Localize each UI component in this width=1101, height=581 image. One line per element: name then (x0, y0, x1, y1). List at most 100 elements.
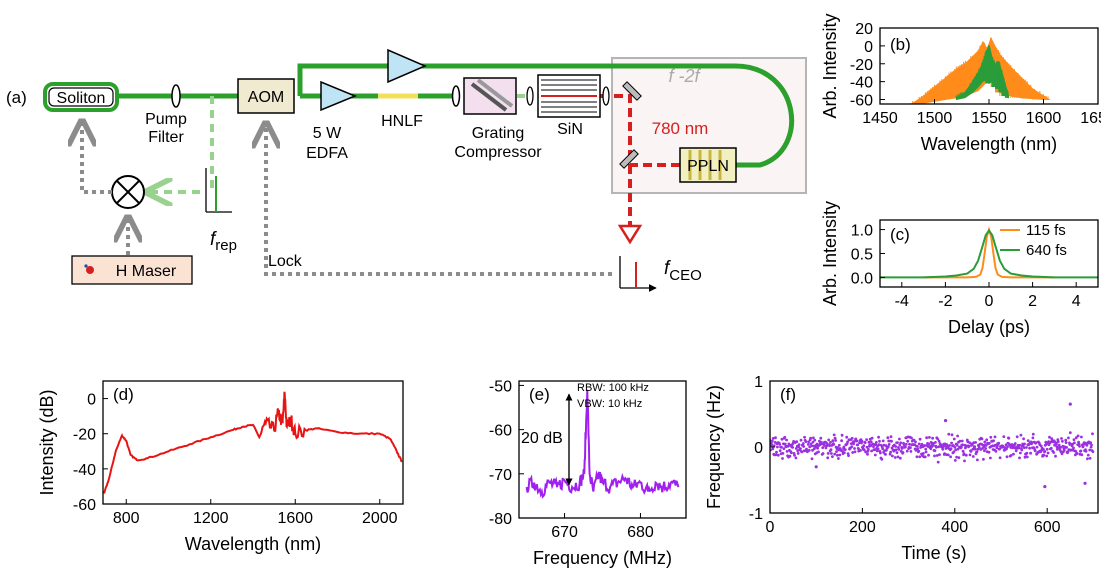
chart-c: -4 -2 0 2 4 1.0 0.5 0.0 Delay (ps) Arb. Intensity… (820, 201, 1099, 337)
scatter-point (1080, 435, 1083, 439)
scatter-point (924, 447, 928, 451)
scatter-point (916, 447, 920, 451)
scatter-point (998, 456, 1002, 460)
plot-area (880, 226, 1098, 279)
scatter-point (1005, 447, 1008, 451)
scatter-point (922, 452, 925, 455)
scatter-point (875, 449, 879, 453)
scatter-point (793, 453, 796, 457)
scatter-point (1023, 442, 1026, 446)
scatter-point (772, 444, 776, 447)
plot-frame (769, 380, 1099, 514)
scatter-point (950, 441, 953, 445)
scatter-point (1052, 451, 1056, 454)
mixer-to-soliton (82, 124, 112, 194)
scatter-point (969, 450, 973, 453)
x-tick-label: 1650 (1080, 110, 1101, 127)
scatter-point (1060, 437, 1063, 440)
x-axis-label: Time (s) (901, 543, 966, 563)
fiber-top (297, 63, 795, 168)
scatter-point (829, 448, 833, 452)
scatter-point (877, 435, 880, 439)
scatter-point (1089, 441, 1092, 445)
scatter-point (949, 447, 953, 451)
scatter-point (956, 447, 960, 451)
scatter-point (989, 435, 993, 439)
scatter-point (1025, 451, 1029, 455)
scatter-point (791, 446, 794, 449)
scatter-point (947, 432, 951, 436)
plot-area (525, 389, 680, 499)
scatter-point (918, 455, 922, 459)
scatter-point (1068, 402, 1072, 406)
scatter-point (955, 455, 958, 459)
y-tick-label: -70 (489, 467, 512, 484)
scatter-point (1090, 443, 1093, 447)
scatter-point (1018, 443, 1022, 447)
scatter-point (853, 450, 857, 454)
scatter-point (799, 438, 803, 442)
x-tick-label: 200 (849, 519, 876, 536)
y-axis-label: Arb. Intensity (820, 201, 840, 306)
scatter-point (1025, 446, 1028, 449)
scatter-point (836, 446, 840, 449)
scatter-point (1045, 447, 1049, 451)
scatter-point (955, 443, 959, 447)
scatter-point (917, 449, 921, 453)
scatter-point (811, 440, 815, 444)
scatter-point (963, 459, 966, 463)
scatter-point (807, 449, 811, 452)
scatter-point (1002, 435, 1006, 438)
scatter-point (937, 445, 940, 449)
scatter-point (810, 444, 813, 448)
legend-label: 640 fs (1026, 242, 1067, 259)
scatter-point (855, 439, 859, 443)
charts: 14501500155016001650200-20-40-60Waveleng… (37, 13, 1101, 568)
x-tick-label: -2 (938, 293, 952, 310)
scatter-point (886, 445, 890, 449)
scatter-point (976, 458, 979, 462)
scatter-point (898, 456, 902, 460)
lock-loop (266, 126, 612, 276)
scatter-point (809, 436, 813, 440)
scatter-point (778, 449, 782, 452)
scatter-point (776, 453, 780, 457)
scatter-point (997, 441, 1001, 445)
scatter-point (1086, 457, 1089, 461)
scatter-point (1042, 453, 1046, 457)
scatter-point (957, 456, 961, 459)
scatter-point (943, 419, 948, 423)
x-tick-label: 0 (766, 519, 775, 536)
x-tick-label: 1200 (193, 510, 229, 527)
scatter-point (800, 450, 804, 454)
y-tick-label: -20 (73, 427, 96, 444)
scatter-point (1034, 441, 1038, 444)
x-tick-label: 600 (1034, 519, 1061, 536)
scatter-point (835, 450, 838, 453)
scatter-point (910, 436, 913, 440)
y-tick-label: -50 (489, 378, 512, 395)
scatter-point (920, 442, 924, 446)
scatter-point (952, 450, 956, 454)
scatter-point (781, 457, 784, 460)
fceo-label: fCEO (664, 258, 702, 284)
pump-filter-label-2: Filter (148, 129, 184, 146)
scatter-point (831, 455, 834, 458)
scatter-point (823, 444, 826, 447)
scatter-point (1014, 449, 1018, 453)
scatter-point (1043, 485, 1047, 489)
scatter-point (960, 439, 964, 443)
scatter-point (819, 436, 823, 440)
plot-area (770, 402, 1095, 489)
scatter-point (1067, 436, 1070, 440)
scatter-point (788, 454, 792, 458)
scatter-point (888, 452, 892, 456)
annotation: RBW: 100 kHz (577, 382, 649, 394)
scatter-point (982, 445, 986, 449)
scatter-point (1045, 454, 1049, 458)
lock-label: Lock (268, 253, 303, 270)
scatter-point (1064, 438, 1068, 442)
scatter-point (949, 455, 952, 459)
scatter-point (781, 452, 785, 455)
scatter-point (833, 436, 837, 440)
